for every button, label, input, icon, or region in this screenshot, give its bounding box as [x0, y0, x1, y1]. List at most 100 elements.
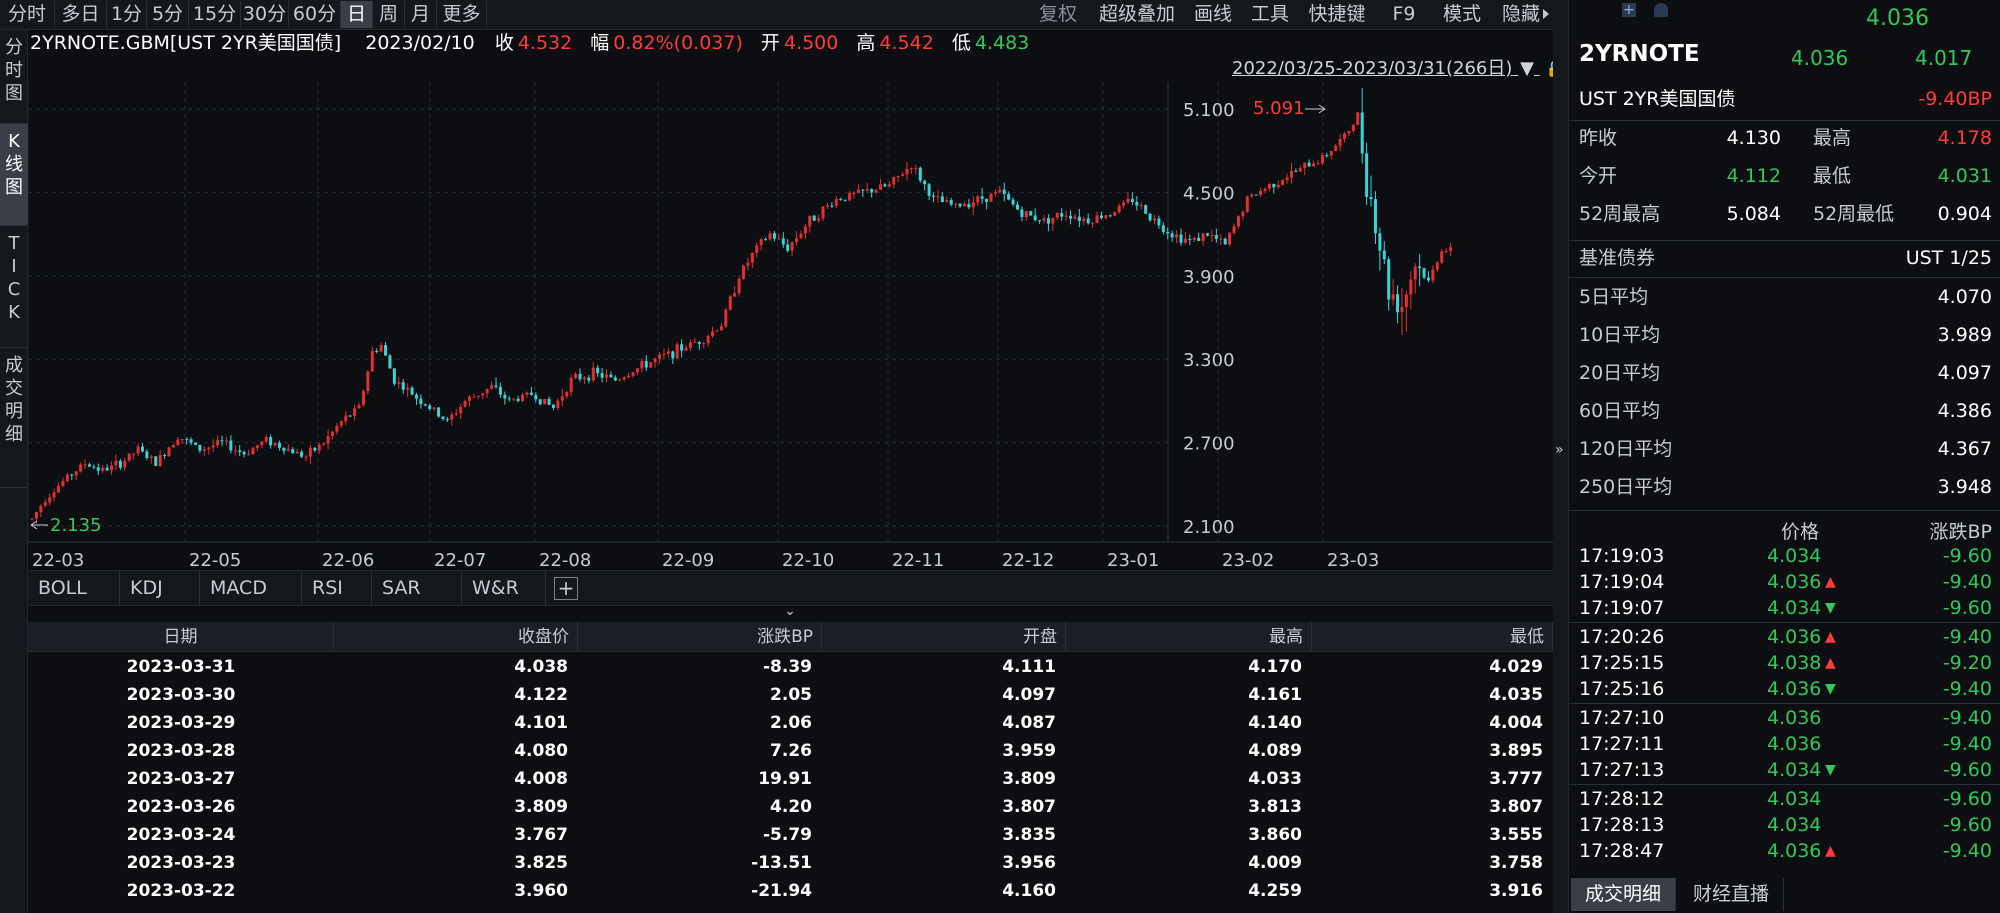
toolbar-item-5[interactable]: F9 — [1392, 3, 1416, 25]
left-tab-char[interactable]: K — [8, 131, 20, 152]
tick-price: 4.034 — [1767, 545, 1822, 567]
left-tab-char[interactable]: 时 — [5, 60, 23, 81]
indicator-tab-3[interactable]: RSI — [302, 571, 372, 606]
candle-body — [185, 439, 189, 441]
triangle-right-icon[interactable] — [1543, 9, 1549, 19]
panel-bottom-tab-1[interactable]: 财经直播 — [1679, 878, 1784, 911]
period-tab-0[interactable]: 分时 — [0, 1, 55, 28]
left-tab-char[interactable]: K — [8, 302, 20, 323]
table-cell: 4.029 — [1489, 657, 1543, 677]
candle-body — [1422, 268, 1426, 278]
table-header-cell[interactable]: 涨跌BP — [578, 622, 822, 652]
table-header-cell[interactable]: 收盘价 — [334, 622, 578, 652]
date-range-label[interactable]: 2022/03/25-2023/03/31(266日) — [1232, 58, 1513, 79]
period-tab-6[interactable]: 60分 — [289, 1, 341, 28]
panel-bottom-tab-0[interactable]: 成交明细 — [1571, 878, 1676, 911]
table-cell: 4.160 — [1002, 881, 1056, 901]
table-header-cell[interactable]: 日期 — [28, 622, 334, 652]
left-tab-char[interactable]: 成 — [5, 355, 23, 376]
period-tab-9[interactable]: 月 — [405, 1, 437, 28]
indicator-tab-2[interactable]: MACD — [200, 571, 302, 606]
candle-body — [406, 387, 410, 390]
table-row[interactable]: 2023-03-30 4.122 2.05 4.097 4.161 4.035 — [28, 681, 1553, 709]
candle-body — [472, 396, 476, 398]
candle-body — [1206, 233, 1210, 236]
table-row[interactable]: 2023-03-26 3.809 4.20 3.807 3.813 3.807 — [28, 793, 1553, 821]
period-tab-8[interactable]: 周 — [373, 1, 405, 28]
table-header-cell[interactable]: 最高 — [1066, 622, 1312, 652]
table-header-cell[interactable]: 最低 — [1312, 622, 1553, 652]
candle-body — [945, 200, 949, 203]
left-tab-char[interactable]: I — [11, 256, 17, 277]
table-row[interactable]: 2023-03-24 3.767 -5.79 3.835 3.860 3.555 — [28, 821, 1553, 849]
candle-body — [331, 431, 335, 436]
period-tab-5[interactable]: 30分 — [241, 1, 289, 28]
left-tab-char[interactable]: C — [7, 279, 21, 300]
indicator-tab-1[interactable]: KDJ — [120, 571, 200, 606]
period-tab-7[interactable]: 日 — [341, 1, 373, 28]
period-tab-1[interactable]: 多日 — [55, 1, 107, 28]
tick-change: -9.40 — [1942, 707, 1992, 729]
table-header-cell[interactable]: 开盘 — [822, 622, 1066, 652]
kline-chart[interactable]: 5.100 4.500 3.900 3.300 2.700 2.100 22-03 22-05… — [28, 82, 1553, 579]
table-row[interactable]: 2023-03-28 4.080 7.26 3.959 4.089 3.895 — [28, 737, 1553, 765]
table-row[interactable]: 2023-03-23 3.825 -13.51 3.956 4.009 3.758 — [28, 849, 1553, 877]
double-chevron-down-icon[interactable]: ⌄ — [784, 603, 796, 619]
candle-body — [1122, 202, 1126, 206]
table-row[interactable]: 2023-03-31 4.038 -8.39 4.111 4.170 4.029 — [28, 653, 1553, 681]
toolbar-item-1[interactable]: 超级叠加 — [1098, 3, 1175, 25]
left-tab-char[interactable]: 图 — [5, 177, 23, 198]
add-indicator-button[interactable]: + — [554, 577, 578, 600]
table-cell: 3.813 — [1248, 797, 1302, 817]
left-tab-char[interactable]: 图 — [5, 83, 23, 104]
table-row[interactable]: 2023-03-27 4.008 19.91 3.809 4.033 3.777 — [28, 765, 1553, 793]
left-tab-char[interactable]: 细 — [5, 424, 23, 445]
candle-body — [666, 351, 670, 354]
left-tab-char[interactable]: T — [8, 233, 20, 254]
indicator-tab-5[interactable]: W&R — [462, 571, 546, 606]
triangle-down-icon[interactable]: ▼ — [1520, 58, 1534, 79]
period-tab-4[interactable]: 15分 — [189, 1, 241, 28]
indicator-tab-4[interactable]: SAR — [372, 571, 462, 606]
chevron-right-icon[interactable]: » — [1555, 442, 1564, 458]
toolbar-item-3[interactable]: 工具 — [1250, 3, 1289, 25]
toolbar-item-2[interactable]: 画线 — [1193, 3, 1232, 25]
table-cell: 4.004 — [1489, 713, 1543, 733]
x-tick-label: 22-09 — [662, 550, 714, 571]
left-tab-char[interactable]: 交 — [5, 378, 23, 399]
indicator-tab-0[interactable]: BOLL — [28, 571, 120, 606]
left-tab-char[interactable]: 线 — [5, 154, 23, 175]
candle-body — [1250, 194, 1254, 197]
y-tick-label: 5.100 — [1183, 100, 1235, 121]
toolbar-item-4[interactable]: 快捷键 — [1308, 3, 1366, 25]
plus-icon[interactable]: + — [1622, 2, 1636, 18]
tick-price: 4.034 — [1767, 788, 1822, 810]
toolbar-item-6[interactable]: 模式 — [1442, 3, 1481, 25]
left-tab-0[interactable]: 分时图 — [0, 30, 28, 124]
left-tab-3[interactable]: 成交明细 — [0, 348, 28, 488]
table-row[interactable]: 2023-03-29 4.101 2.06 4.087 4.140 4.004 — [28, 709, 1553, 737]
kline-chart-svg[interactable]: 5.100 4.500 3.900 3.300 2.700 2.100 22-03 22-05… — [28, 82, 1553, 579]
period-tab-10[interactable]: 更多 — [437, 1, 487, 28]
candle-body — [61, 481, 65, 486]
date-range-selector[interactable]: 2022/03/25-2023/03/31(266日) ▼ 🔓 — [1232, 56, 1564, 82]
candle-body — [697, 342, 701, 344]
period-tab-3[interactable]: 5分 — [147, 1, 189, 28]
candle-body — [896, 175, 900, 178]
left-tab-char[interactable]: 明 — [5, 401, 23, 422]
y-tick-label: 2.700 — [1183, 434, 1235, 455]
panel-splitter[interactable]: » — [1553, 0, 1568, 913]
left-tab-char[interactable]: 分 — [5, 37, 23, 58]
period-tab-2[interactable]: 1分 — [107, 1, 147, 28]
toolbar-item-7[interactable]: 隐藏 — [1501, 3, 1540, 25]
min-arrow-head — [30, 520, 38, 530]
x-tick-label: 22-11 — [892, 550, 944, 571]
candle-body — [781, 238, 785, 245]
candle-body — [1329, 151, 1333, 156]
table-row[interactable]: 2023-03-22 3.960 -21.94 4.160 4.259 3.916 — [28, 877, 1553, 905]
candle-body — [742, 265, 745, 279]
toolbar-item-0[interactable]: 复权 — [1038, 3, 1077, 25]
bell-icon[interactable] — [1654, 3, 1668, 17]
